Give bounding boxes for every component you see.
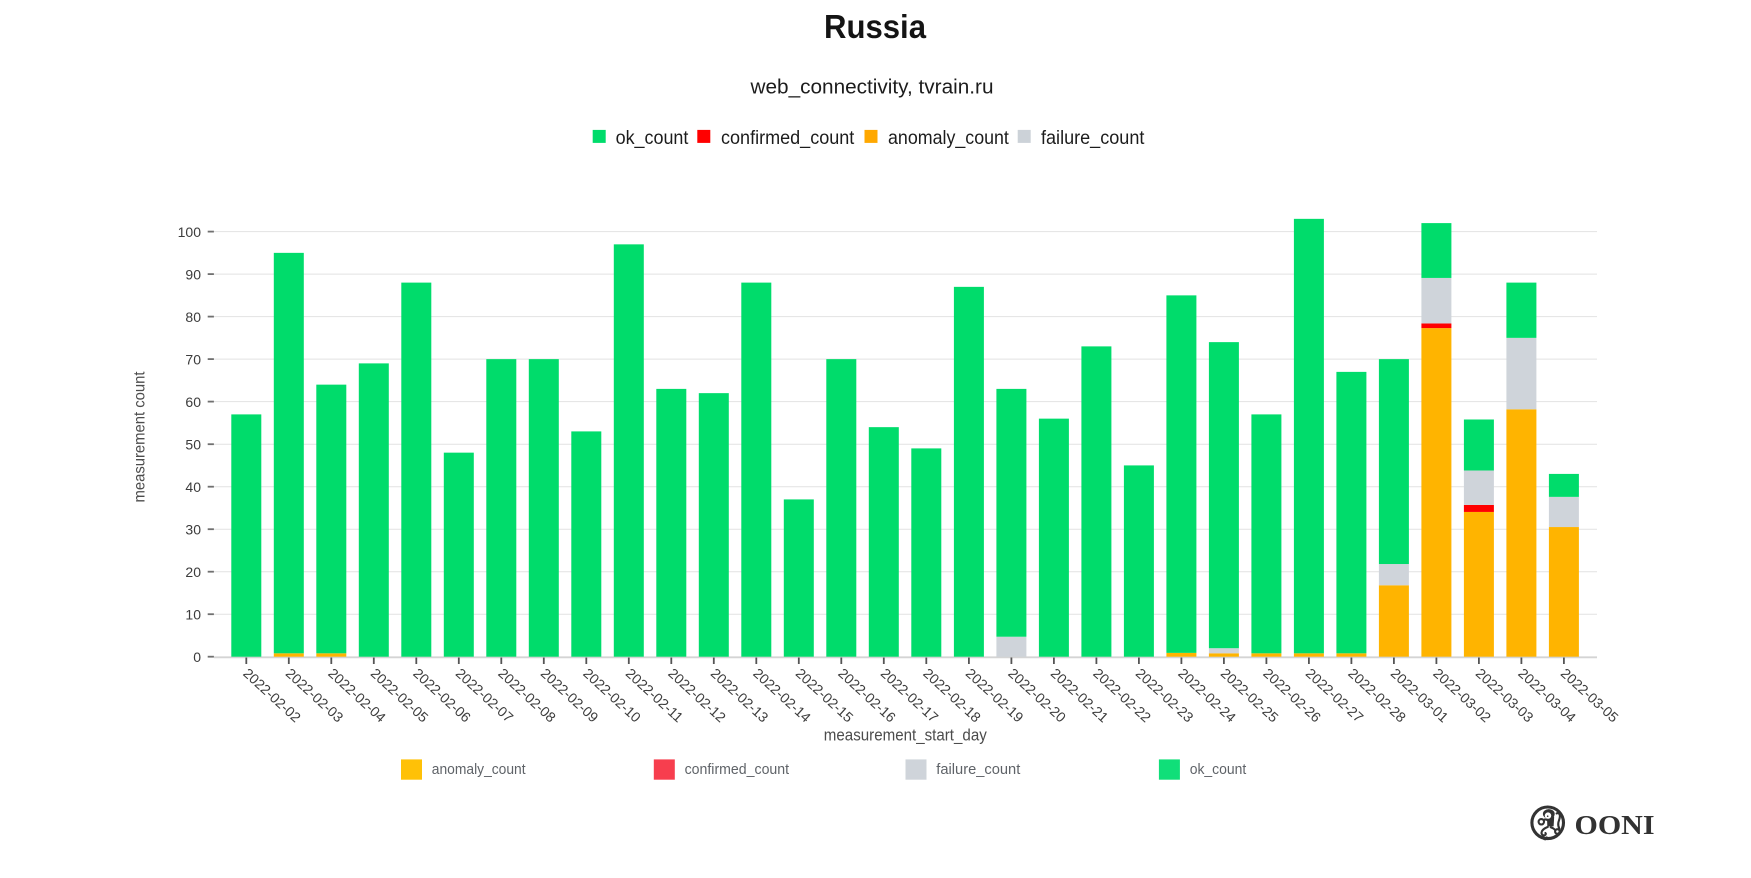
svg-text:20: 20 bbox=[185, 564, 201, 580]
svg-text:ok_count: ok_count bbox=[616, 127, 689, 149]
svg-text:10: 10 bbox=[185, 607, 201, 623]
svg-text:Russia: Russia bbox=[824, 8, 927, 45]
svg-text:50: 50 bbox=[185, 437, 201, 453]
svg-text:confirmed_count: confirmed_count bbox=[721, 127, 855, 149]
svg-text:failure_count: failure_count bbox=[936, 761, 1021, 778]
svg-text:measurement_start_day: measurement_start_day bbox=[824, 725, 987, 744]
svg-text:failure_count: failure_count bbox=[1041, 127, 1145, 149]
svg-text:100: 100 bbox=[178, 224, 202, 240]
svg-text:anomaly_count: anomaly_count bbox=[432, 761, 527, 778]
svg-text:70: 70 bbox=[185, 351, 201, 367]
svg-text:measurement count: measurement count bbox=[132, 371, 149, 503]
svg-text:0: 0 bbox=[193, 649, 201, 665]
svg-text:30: 30 bbox=[185, 522, 201, 538]
svg-text:OONI: OONI bbox=[1575, 809, 1655, 840]
svg-text:60: 60 bbox=[185, 394, 201, 410]
svg-text:90: 90 bbox=[185, 266, 201, 282]
svg-text:anomaly_count: anomaly_count bbox=[888, 127, 1009, 149]
svg-text:ok_count: ok_count bbox=[1190, 761, 1247, 778]
svg-text:confirmed_count: confirmed_count bbox=[685, 761, 790, 778]
svg-text:web_connectivity, tvrain.ru: web_connectivity, tvrain.ru bbox=[749, 76, 993, 98]
svg-text:40: 40 bbox=[185, 479, 201, 495]
svg-text:80: 80 bbox=[185, 309, 201, 325]
